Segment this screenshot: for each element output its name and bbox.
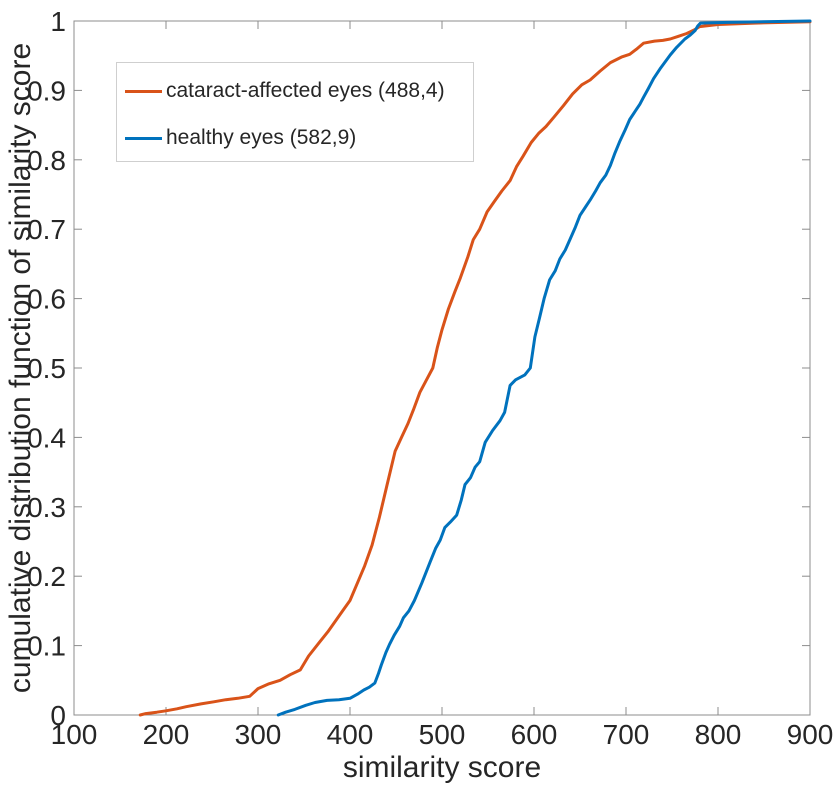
x-tick-label: 600 [511, 719, 558, 750]
legend-entry-healthy: healthy eyes (582,9) [125, 126, 356, 150]
x-tick-label: 700 [603, 719, 650, 750]
x-tick-label: 400 [327, 719, 374, 750]
y-tick-label: 0.5 [27, 353, 66, 384]
y-tick-label: 0 [50, 700, 66, 731]
curve-healthy-eyes [276, 19, 812, 717]
x-tick-label: 800 [695, 719, 742, 750]
legend-label-healthy: healthy eyes (582,9) [166, 126, 357, 149]
y-tick-label: 1 [50, 6, 66, 37]
y-tick-label: 0.6 [27, 284, 66, 315]
legend-line-sample-healthy [125, 136, 162, 140]
curve-cataract-affected-eyes [138, 20, 812, 717]
legend: cataract-affected eyes (488,4) healthy e… [116, 62, 474, 162]
plot-layer: 100 200 300 400 500 600 700 800 900 0 0.1 0.2 0.3 0.4… [27, 6, 833, 750]
legend-line-sample-cataract [125, 89, 162, 93]
y-tick-label: 0.4 [27, 422, 66, 453]
y-tick-label: 0.3 [27, 492, 66, 523]
x-tick-label: 900 [787, 719, 834, 750]
y-tick-label: 0.9 [27, 75, 66, 106]
x-tick-label: 500 [419, 719, 466, 750]
x-tick-label: 300 [235, 719, 282, 750]
x-tick-label: 200 [143, 719, 190, 750]
y-tick-label: 0.7 [27, 214, 66, 245]
y-tick-label: 0.8 [27, 145, 66, 176]
y-tick-label: 0.2 [27, 561, 66, 592]
legend-label-cataract: cataract-affected eyes (488,4) [166, 79, 445, 102]
y-tick-label: 0.1 [27, 631, 66, 662]
legend-entry-cataract: cataract-affected eyes (488,4) [125, 79, 445, 103]
x-tick-label: 100 [51, 719, 98, 750]
x-axis-label: similarity score [343, 751, 541, 784]
y-axis-label: cumulative distribution function of simi… [4, 43, 37, 693]
